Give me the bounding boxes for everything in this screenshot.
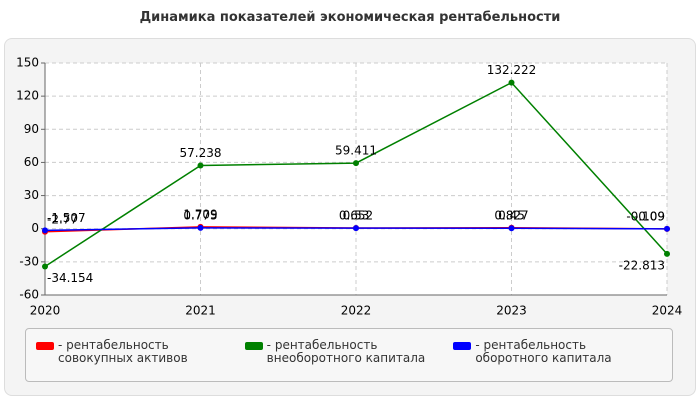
data-point bbox=[197, 224, 204, 231]
data-point bbox=[353, 160, 359, 167]
legend: рентабельность совокупных активов рентабе… bbox=[25, 328, 673, 382]
data-label: 57.238 bbox=[180, 146, 222, 160]
x-tick-label: 2024 bbox=[652, 304, 683, 318]
chart-title: Динамика показателей экономическая рента… bbox=[139, 10, 561, 25]
data-label: 59.411 bbox=[335, 144, 377, 158]
data-label: 1.709 bbox=[183, 207, 217, 221]
data-label: -22.813 bbox=[619, 258, 665, 272]
data-label: 0.53 bbox=[343, 209, 370, 223]
x-tick-label: 2021 bbox=[185, 304, 216, 318]
data-label: 0.652 bbox=[339, 208, 373, 222]
legend-entry: рентабельность оборотного капитала bbox=[453, 339, 662, 381]
data-label: -34.154 bbox=[47, 271, 93, 285]
legend-swatch bbox=[453, 342, 472, 350]
y-tick-label: 60 bbox=[24, 155, 39, 169]
legend-label: рентабельность совокупных активов bbox=[58, 339, 245, 365]
data-label: -1.507 bbox=[47, 211, 86, 225]
data-label: -0.109 bbox=[626, 209, 665, 223]
data-label: -2.77 bbox=[47, 212, 78, 226]
data-label: 0.45 bbox=[498, 209, 525, 223]
data-point bbox=[353, 225, 359, 232]
y-tick-label: 120 bbox=[16, 89, 39, 103]
legend-label: рентабельность внеоборотного капитала bbox=[267, 339, 454, 365]
data-point bbox=[197, 162, 204, 169]
data-point bbox=[664, 250, 670, 257]
legend-label: рентабельность оборотного капитала bbox=[475, 339, 662, 365]
y-tick-label: -60 bbox=[19, 288, 39, 302]
legend-swatch bbox=[36, 342, 54, 350]
x-tick-label: 2022 bbox=[341, 304, 372, 318]
y-tick-label: 90 bbox=[24, 122, 39, 136]
x-tick-label: 2023 bbox=[496, 304, 527, 318]
data-point bbox=[42, 263, 48, 270]
data-point bbox=[42, 227, 48, 234]
y-tick-label: 0 bbox=[31, 221, 39, 235]
legend-entry: рентабельность внеоборотного капитала bbox=[244, 339, 454, 381]
y-tick-label: 150 bbox=[16, 56, 39, 70]
legend-entry: рентабельность совокупных активов bbox=[36, 339, 245, 381]
data-point bbox=[508, 225, 515, 232]
y-tick-label: 30 bbox=[24, 188, 39, 202]
data-label: 132.222 bbox=[487, 63, 537, 77]
data-point bbox=[508, 79, 515, 86]
data-label: -0.09 bbox=[634, 209, 665, 223]
x-tick-label: 2020 bbox=[30, 304, 61, 318]
legend-swatch bbox=[244, 342, 263, 350]
data-label: 0.775 bbox=[183, 208, 217, 222]
y-tick-label: -30 bbox=[19, 254, 39, 268]
data-point bbox=[664, 225, 670, 232]
data-label: 0.827 bbox=[494, 208, 528, 222]
